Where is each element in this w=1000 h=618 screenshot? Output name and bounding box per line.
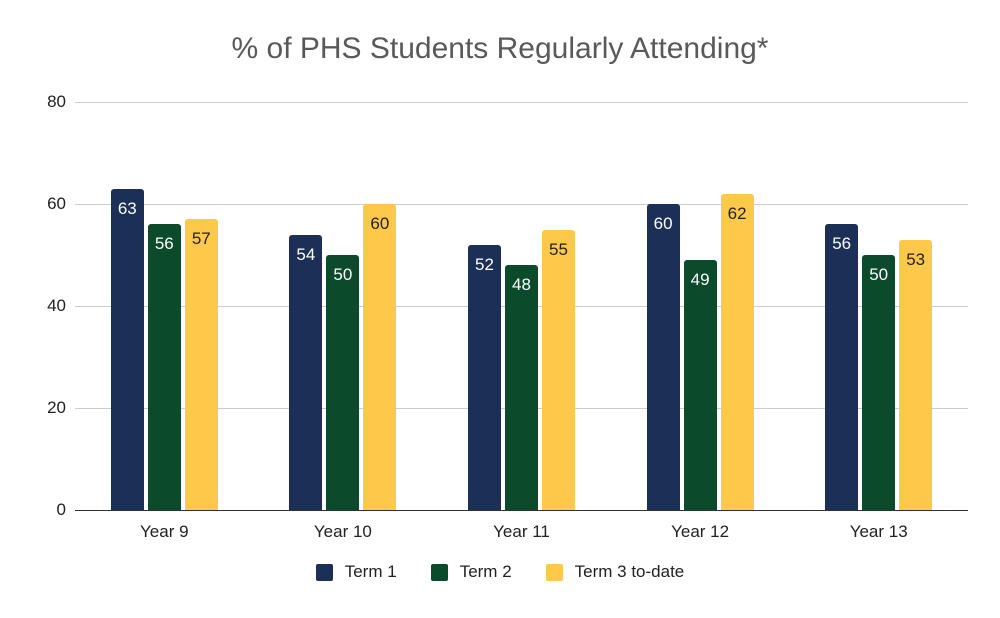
chart-title: % of PHS Students Regularly Attending* bbox=[231, 32, 769, 65]
data-label: 60 bbox=[653, 214, 673, 233]
legend-swatch bbox=[315, 563, 333, 581]
y-tick-label: 40 bbox=[47, 296, 66, 315]
legend-label: Term 3 to-date bbox=[574, 562, 685, 581]
data-label: 55 bbox=[549, 239, 568, 259]
legend: Term 1 Term 2 Term 3 to-date bbox=[0, 562, 1000, 582]
data-label: 49 bbox=[690, 270, 710, 290]
legend-item: Term 2 bbox=[430, 562, 512, 582]
legend-item: Term 1 bbox=[315, 562, 397, 582]
bar bbox=[184, 219, 218, 510]
data-label: 50 bbox=[333, 265, 353, 284]
bar bbox=[468, 244, 501, 510]
data-label: 63 bbox=[117, 198, 137, 218]
x-tick-label: Year 13 bbox=[849, 522, 908, 541]
bar bbox=[110, 188, 144, 510]
gridline bbox=[75, 102, 968, 103]
gridline bbox=[75, 204, 968, 205]
data-label: 53 bbox=[906, 249, 926, 269]
x-tick-label: Year 10 bbox=[313, 522, 372, 541]
x-tick-label: Year 11 bbox=[493, 522, 550, 541]
legend-item: Term 3 to-date bbox=[545, 562, 685, 582]
bar bbox=[862, 255, 896, 510]
data-label: 57 bbox=[191, 229, 211, 249]
bar bbox=[899, 239, 933, 510]
bar bbox=[326, 255, 360, 510]
legend-label: Term 1 bbox=[344, 562, 397, 581]
data-label: 52 bbox=[475, 254, 494, 274]
data-label: 60 bbox=[370, 214, 390, 233]
data-label: 56 bbox=[154, 234, 174, 254]
bar bbox=[646, 204, 680, 510]
bar bbox=[683, 260, 717, 510]
y-tick-label: 20 bbox=[47, 398, 66, 417]
x-tick-label: Year 9 bbox=[140, 522, 189, 541]
legend-swatch bbox=[545, 563, 563, 581]
x-tick-label: Year 12 bbox=[671, 522, 730, 541]
data-label: 62 bbox=[727, 203, 747, 223]
x-axis bbox=[75, 510, 968, 511]
bar bbox=[147, 224, 181, 510]
data-label: 54 bbox=[296, 244, 316, 264]
y-tick-label: 0 bbox=[56, 500, 66, 519]
bar bbox=[542, 229, 575, 510]
y-tick-label: 80 bbox=[47, 92, 66, 111]
data-label: 56 bbox=[832, 234, 852, 254]
legend-label: Term 2 bbox=[459, 562, 512, 581]
bar bbox=[363, 204, 397, 510]
legend-swatch bbox=[430, 563, 448, 581]
data-label: 48 bbox=[512, 275, 531, 295]
bar bbox=[825, 224, 859, 510]
bar bbox=[505, 265, 538, 510]
bar bbox=[720, 193, 754, 510]
bar bbox=[289, 234, 323, 510]
y-tick-label: 60 bbox=[47, 194, 66, 213]
data-label: 50 bbox=[869, 265, 889, 284]
